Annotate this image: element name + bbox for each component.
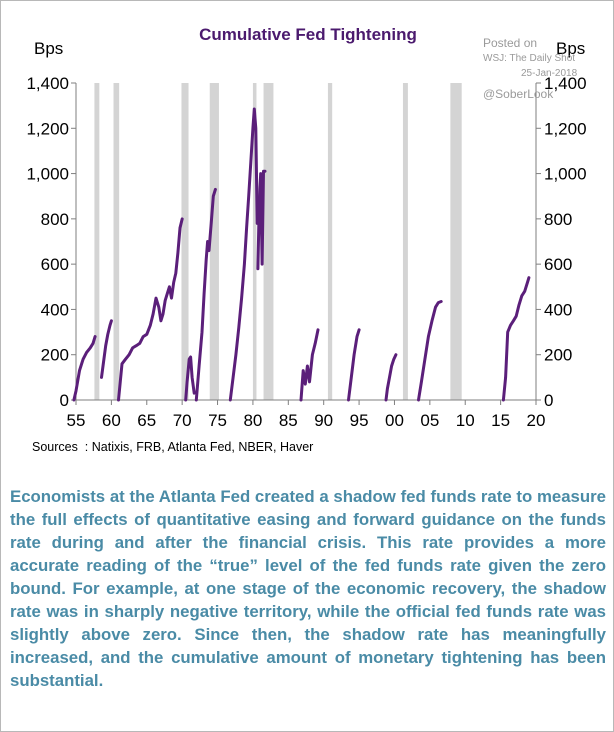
series-line (100, 319, 113, 379)
y-axis-label-left: Bps (34, 39, 63, 58)
x-tick-label: 10 (456, 411, 475, 430)
recession-band (450, 83, 462, 400)
x-tick-label: 95 (350, 411, 369, 430)
watermark-source: WSJ: The Daily Shot (483, 53, 576, 64)
y-tick-label-left: 400 (41, 300, 69, 319)
y-tick-label-right: 600 (544, 255, 572, 274)
axes (71, 82, 541, 405)
series-line (384, 353, 398, 402)
x-tick-label: 00 (385, 411, 404, 430)
y-tick-label-left: 800 (41, 210, 69, 229)
recession-band (263, 83, 274, 400)
y-tick-label-right: 200 (544, 346, 572, 365)
y-tick-label-left: 600 (41, 255, 69, 274)
x-tick-label: 70 (173, 411, 192, 430)
series-lines (72, 107, 531, 402)
chart-area: 0 0 200 200 400 400 600 600 800 800 1,000 1,000 1,20… (2, 2, 612, 477)
watermark-date: 25-Jan-2018 (521, 68, 578, 79)
x-tick-label: 65 (137, 411, 156, 430)
y-tick-label-right: 1,400 (544, 74, 587, 93)
y-tick-label-left: 200 (41, 346, 69, 365)
y-tick-label-right: 1,000 (544, 165, 587, 184)
y-tick-label-right: 800 (544, 210, 572, 229)
x-tick-label: 20 (527, 411, 546, 430)
chart-title: Cumulative Fed Tightening (199, 25, 417, 44)
series-line (117, 217, 184, 402)
series-line (347, 328, 361, 402)
y-axis-label-right: Bps (556, 39, 585, 58)
x-tick-label: 60 (102, 411, 121, 430)
series-line (501, 276, 531, 402)
series-line (299, 328, 320, 402)
recession-band (181, 83, 189, 400)
recession-band (94, 83, 100, 400)
series-line (256, 169, 267, 271)
x-tick-label: 05 (420, 411, 439, 430)
y-tick-label-left: 0 (60, 391, 69, 410)
recession-band (327, 83, 333, 400)
recession-band (209, 83, 219, 400)
recession-band (252, 83, 257, 400)
y-tick-label-left: 1,400 (26, 74, 69, 93)
x-tick-label: 85 (279, 411, 298, 430)
chart-sources: Sources : Natixis, FRB, Atlanta Fed, NBE… (32, 440, 314, 454)
watermark-handle: @SoberLook (483, 87, 554, 101)
series-line (72, 335, 97, 402)
x-tick-label: 75 (208, 411, 227, 430)
watermark-posted: Posted on (483, 36, 538, 50)
series-line (228, 107, 259, 402)
x-tick-label: 80 (243, 411, 262, 430)
caption-text: Economists at the Atlanta Fed created a … (10, 487, 606, 690)
x-tick-label: 55 (67, 411, 86, 430)
series-line (194, 187, 217, 402)
y-tick-label-left: 1,200 (26, 119, 69, 138)
y-tick-label-left: 1,000 (26, 165, 69, 184)
series-line (184, 355, 196, 402)
y-tick-label-right: 400 (544, 300, 572, 319)
y-tick-label-right: 1,200 (544, 119, 587, 138)
x-tick-label: 15 (491, 411, 510, 430)
series-line (417, 300, 443, 402)
y-tick-label-right: 0 (544, 391, 553, 410)
x-tick-label: 90 (314, 411, 333, 430)
watermark: Posted on WSJ: The Daily Shot 25-Jan-201… (483, 36, 577, 102)
recession-bands (94, 83, 462, 400)
recession-band (402, 83, 408, 400)
recession-band (113, 83, 120, 400)
